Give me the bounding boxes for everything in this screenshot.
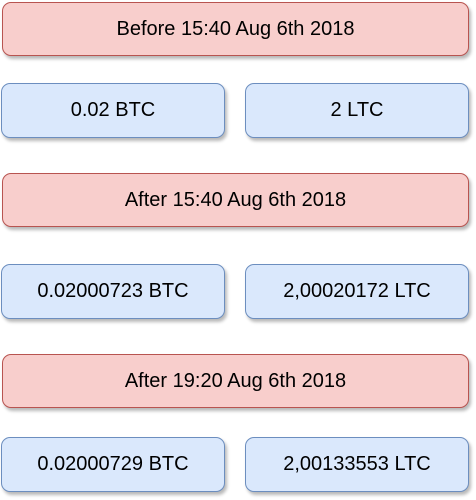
period-header-after-1920: After 19:20 Aug 6th 2018	[2, 354, 469, 408]
btc-balance-box: 0.02 BTC	[1, 83, 225, 138]
period-header-before-1540: Before 15:40 Aug 6th 2018	[2, 2, 469, 56]
btc-balance-box: 0.02000729 BTC	[1, 437, 225, 492]
ltc-balance-box: 2 LTC	[245, 83, 469, 138]
ltc-balance-box: 2,00133553 LTC	[245, 437, 469, 492]
ltc-balance-box: 2,00020172 LTC	[245, 264, 469, 319]
period-header-after-1540: After 15:40 Aug 6th 2018	[2, 173, 469, 227]
btc-balance-box: 0.02000723 BTC	[1, 264, 225, 319]
